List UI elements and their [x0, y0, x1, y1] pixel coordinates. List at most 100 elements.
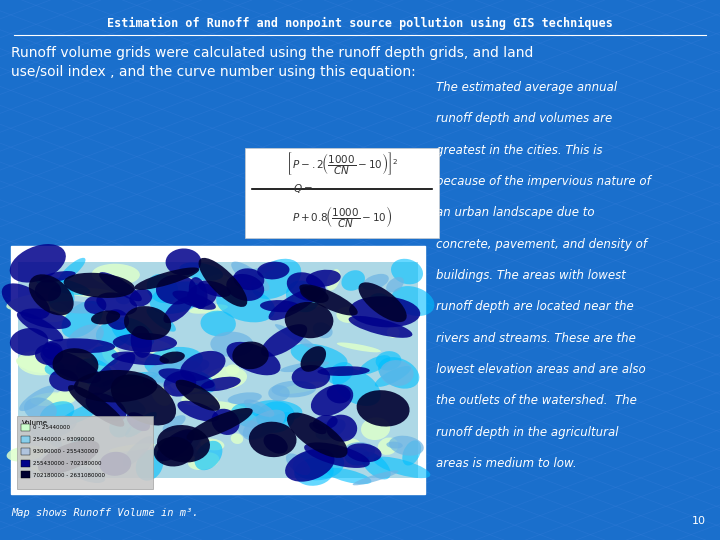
Ellipse shape	[386, 277, 404, 293]
Ellipse shape	[284, 302, 333, 338]
Ellipse shape	[58, 258, 86, 282]
Ellipse shape	[356, 390, 410, 427]
Ellipse shape	[246, 269, 266, 285]
Ellipse shape	[177, 401, 219, 422]
Ellipse shape	[359, 355, 390, 374]
Ellipse shape	[188, 452, 220, 470]
Bar	[21, 460, 30, 467]
Ellipse shape	[402, 440, 421, 465]
Text: Runoff volume grids were calculated using the runoff depth grids, and land
use/s: Runoff volume grids were calculated usin…	[11, 46, 534, 79]
Ellipse shape	[269, 385, 289, 401]
Ellipse shape	[206, 367, 247, 389]
Ellipse shape	[190, 371, 215, 393]
Bar	[21, 424, 30, 431]
Ellipse shape	[176, 380, 220, 411]
Ellipse shape	[174, 438, 195, 456]
Ellipse shape	[285, 301, 326, 307]
Ellipse shape	[389, 436, 424, 456]
Ellipse shape	[179, 262, 223, 281]
Ellipse shape	[160, 352, 185, 364]
Text: because of the impervious nature of: because of the impervious nature of	[436, 175, 650, 188]
Ellipse shape	[71, 467, 105, 483]
Ellipse shape	[17, 312, 63, 341]
Ellipse shape	[146, 374, 175, 383]
Ellipse shape	[99, 272, 142, 301]
Text: $Q=$: $Q=$	[294, 182, 313, 195]
Ellipse shape	[1, 284, 50, 319]
Ellipse shape	[392, 286, 434, 316]
Text: runoff depth and volumes are: runoff depth and volumes are	[436, 112, 612, 125]
Text: greatest in the cities. This is: greatest in the cities. This is	[436, 144, 602, 157]
Ellipse shape	[163, 371, 197, 396]
Ellipse shape	[291, 343, 348, 369]
Text: an urban landscape due to: an urban landscape due to	[436, 206, 594, 219]
Ellipse shape	[163, 296, 193, 323]
Ellipse shape	[378, 357, 419, 389]
Ellipse shape	[327, 385, 351, 403]
Ellipse shape	[109, 416, 132, 437]
Ellipse shape	[84, 296, 107, 314]
Text: areas is medium to low.: areas is medium to low.	[436, 457, 576, 470]
Ellipse shape	[300, 346, 326, 372]
Ellipse shape	[66, 325, 104, 352]
Ellipse shape	[181, 359, 202, 376]
Ellipse shape	[378, 437, 398, 455]
Ellipse shape	[113, 333, 177, 352]
Ellipse shape	[300, 286, 329, 303]
Ellipse shape	[279, 382, 325, 394]
Ellipse shape	[96, 321, 130, 347]
Ellipse shape	[359, 282, 407, 322]
Ellipse shape	[71, 437, 85, 449]
Ellipse shape	[157, 425, 210, 463]
Ellipse shape	[210, 332, 253, 357]
Ellipse shape	[228, 392, 262, 404]
Ellipse shape	[233, 341, 269, 369]
Ellipse shape	[166, 248, 202, 275]
Ellipse shape	[243, 410, 285, 440]
Ellipse shape	[50, 301, 102, 314]
Ellipse shape	[332, 368, 381, 406]
Text: 93090000 - 255430000: 93090000 - 255430000	[33, 449, 98, 454]
Ellipse shape	[180, 351, 225, 381]
Ellipse shape	[100, 392, 145, 416]
Ellipse shape	[285, 449, 335, 482]
Ellipse shape	[156, 275, 197, 305]
Ellipse shape	[318, 366, 370, 376]
Ellipse shape	[387, 442, 403, 449]
Ellipse shape	[91, 310, 120, 325]
Ellipse shape	[147, 274, 179, 303]
Ellipse shape	[238, 420, 262, 437]
Ellipse shape	[337, 342, 381, 352]
Ellipse shape	[99, 372, 158, 389]
Ellipse shape	[31, 415, 77, 439]
Ellipse shape	[35, 276, 91, 295]
Ellipse shape	[226, 274, 264, 301]
Ellipse shape	[286, 454, 310, 475]
Ellipse shape	[391, 259, 423, 284]
Ellipse shape	[99, 452, 131, 476]
Ellipse shape	[91, 346, 119, 366]
Ellipse shape	[361, 451, 391, 480]
Ellipse shape	[75, 377, 103, 397]
Ellipse shape	[353, 470, 399, 485]
Ellipse shape	[172, 291, 216, 310]
Ellipse shape	[89, 353, 135, 396]
Ellipse shape	[56, 390, 76, 404]
Ellipse shape	[338, 438, 361, 453]
Ellipse shape	[50, 437, 62, 448]
Ellipse shape	[212, 409, 240, 435]
Ellipse shape	[348, 316, 413, 338]
Ellipse shape	[136, 449, 163, 481]
Ellipse shape	[231, 403, 269, 428]
Ellipse shape	[376, 351, 401, 370]
Text: $\left[\,P - .2\!\left(\dfrac{1000}{CN} - 10\right)\right]^{2}$: $\left[\,P - .2\!\left(\dfrac{1000}{CN} …	[286, 150, 398, 177]
Ellipse shape	[10, 328, 48, 356]
Ellipse shape	[30, 393, 73, 406]
Ellipse shape	[45, 339, 115, 353]
Ellipse shape	[236, 266, 275, 279]
Ellipse shape	[269, 287, 321, 320]
Bar	[11, 246, 425, 494]
Ellipse shape	[293, 291, 311, 308]
Ellipse shape	[344, 442, 375, 458]
Ellipse shape	[271, 381, 316, 397]
